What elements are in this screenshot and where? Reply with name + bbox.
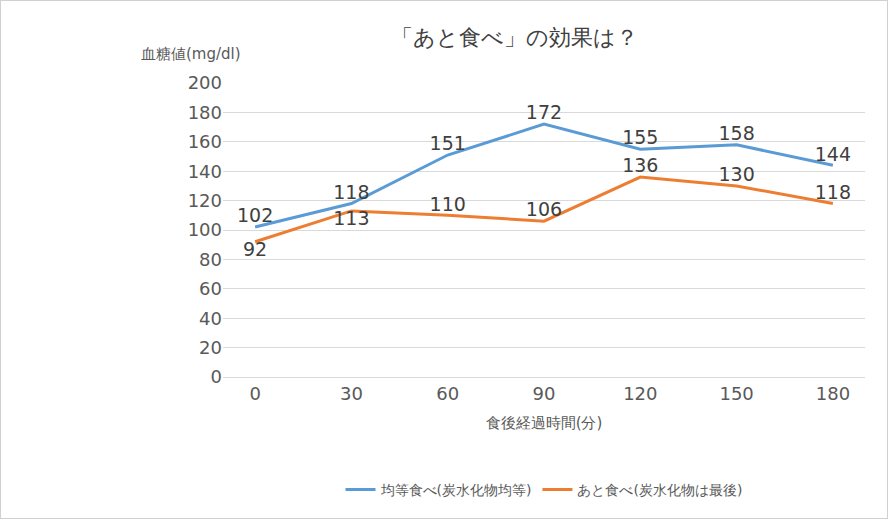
svg-text:118: 118 [815,181,851,203]
svg-text:136: 136 [622,154,658,176]
svg-text:92: 92 [243,238,267,260]
svg-text:0: 0 [211,366,222,387]
svg-text:30: 30 [340,383,363,404]
svg-text:102: 102 [237,204,273,226]
svg-text:106: 106 [526,198,562,220]
svg-text:120: 120 [188,190,222,211]
svg-text:110: 110 [430,193,466,215]
svg-text:151: 151 [430,132,466,154]
svg-text:130: 130 [718,163,754,185]
svg-text:100: 100 [188,219,222,240]
svg-text:172: 172 [526,101,562,123]
svg-text:20: 20 [199,337,222,358]
svg-text:150: 150 [719,383,753,404]
svg-text:90: 90 [533,383,556,404]
svg-text:200: 200 [188,72,222,93]
svg-text:80: 80 [199,249,222,270]
svg-text:120: 120 [623,383,657,404]
svg-text:食後経過時間(分): 食後経過時間(分) [486,414,603,432]
svg-text:均等食べ(炭水化物均等): 均等食べ(炭水化物均等) [380,482,532,498]
svg-text:180: 180 [188,102,222,123]
svg-text:60: 60 [199,278,222,299]
svg-text:血糖値(mg/dl): 血糖値(mg/dl) [141,45,241,63]
svg-text:118: 118 [333,181,369,203]
svg-text:0: 0 [249,383,260,404]
svg-text:113: 113 [333,207,369,229]
svg-text:158: 158 [718,122,754,144]
svg-text:「あと食べ」の効果は？: 「あと食べ」の効果は？ [391,25,638,50]
svg-text:40: 40 [199,308,222,329]
svg-text:140: 140 [188,161,222,182]
svg-text:144: 144 [815,143,851,165]
svg-text:155: 155 [622,126,658,148]
svg-text:60: 60 [436,383,459,404]
svg-text:あと食べ(炭水化物は最後): あと食べ(炭水化物は最後) [577,482,742,498]
svg-text:160: 160 [188,131,222,152]
svg-text:180: 180 [816,383,850,404]
